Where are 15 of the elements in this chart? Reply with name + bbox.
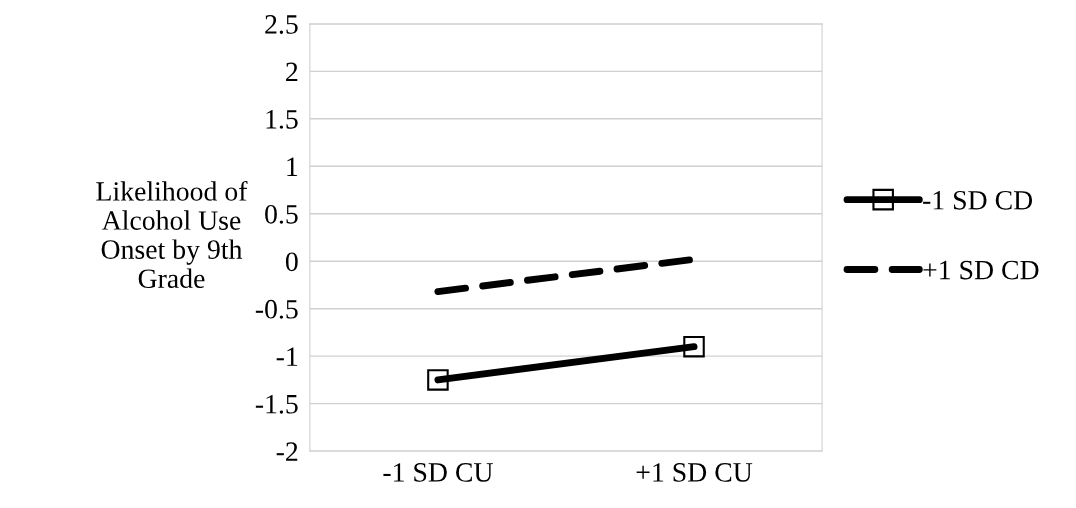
legend-label: +1 SD CD — [923, 260, 1039, 280]
y-tick-label: 1 — [287, 157, 298, 176]
y-tick-label: -1 — [276, 347, 298, 366]
x-tick-label: +1 SD CU — [636, 463, 753, 482]
y-tick-label: -0.5 — [255, 299, 298, 319]
y-tick-label: 0 — [285, 252, 298, 272]
y-tick-label: 2.5 — [265, 15, 298, 34]
y-tick-label: -1.5 — [255, 394, 298, 414]
y-tick-label: 2 — [286, 62, 298, 81]
legend-label: -1 SD CD — [923, 190, 1033, 210]
x-tick-label: -1 SD CU — [383, 463, 493, 482]
y-tick-label: 0.5 — [265, 204, 298, 224]
y-tick-label: 1.5 — [266, 110, 298, 129]
y-tick-label: -2 — [276, 442, 298, 461]
y-axis-title: Likelihood of Alcohol Use Onset by 9th Grade — [96, 181, 248, 289]
